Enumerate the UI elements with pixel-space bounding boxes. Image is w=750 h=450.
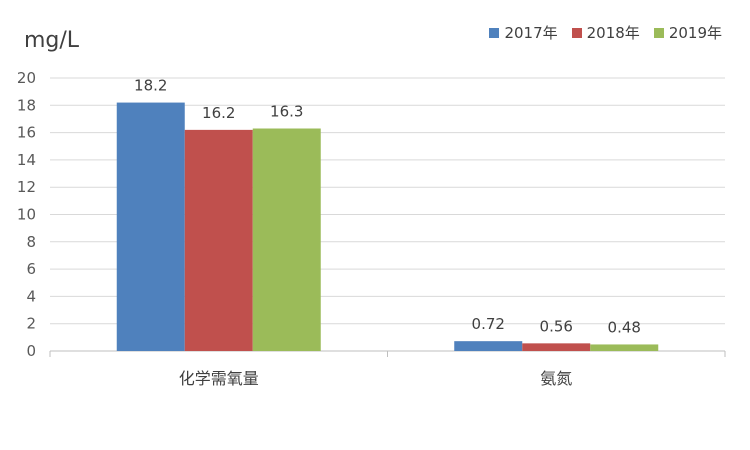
x-category-label: 氨氮 [540,369,572,388]
legend-swatch-2019 [653,27,664,38]
legend-item-2017: 2017年 [489,22,558,43]
y-tick-label: 14 [17,151,36,169]
legend-swatch-2018 [571,27,582,38]
legend-item-2018: 2018年 [571,22,640,43]
y-tick-label: 18 [17,96,36,114]
legend-label-2018: 2018年 [586,24,640,42]
bar [116,102,185,351]
y-tick-label: 10 [17,206,36,224]
bar [522,343,591,351]
bar [454,341,523,351]
bar [184,129,253,351]
y-axis-unit-label: mg/L [24,28,80,53]
data-label: 16.3 [270,103,303,121]
legend: 2017年 2018年 2019年 [489,22,722,43]
data-label: 0.56 [540,317,573,335]
y-tick-label: 0 [26,342,36,360]
bar [252,128,321,351]
bar [590,344,659,351]
legend-item-2019: 2019年 [653,22,722,43]
y-tick-label: 12 [17,178,36,196]
y-tick-label: 4 [26,287,36,305]
y-tick-label: 20 [17,69,36,87]
data-label: 0.72 [472,315,505,333]
legend-label-2017: 2017年 [504,24,558,42]
data-label: 16.2 [202,104,235,122]
y-tick-label: 8 [26,233,36,251]
data-label: 18.2 [134,77,167,95]
legend-swatch-2017 [489,27,500,38]
y-tick-label: 6 [26,260,36,278]
x-category-label: 化学需氧量 [179,369,259,388]
data-label: 0.48 [608,318,641,336]
y-tick-label: 2 [26,315,36,333]
y-tick-label: 16 [17,124,36,142]
legend-label-2019: 2019年 [668,24,722,42]
